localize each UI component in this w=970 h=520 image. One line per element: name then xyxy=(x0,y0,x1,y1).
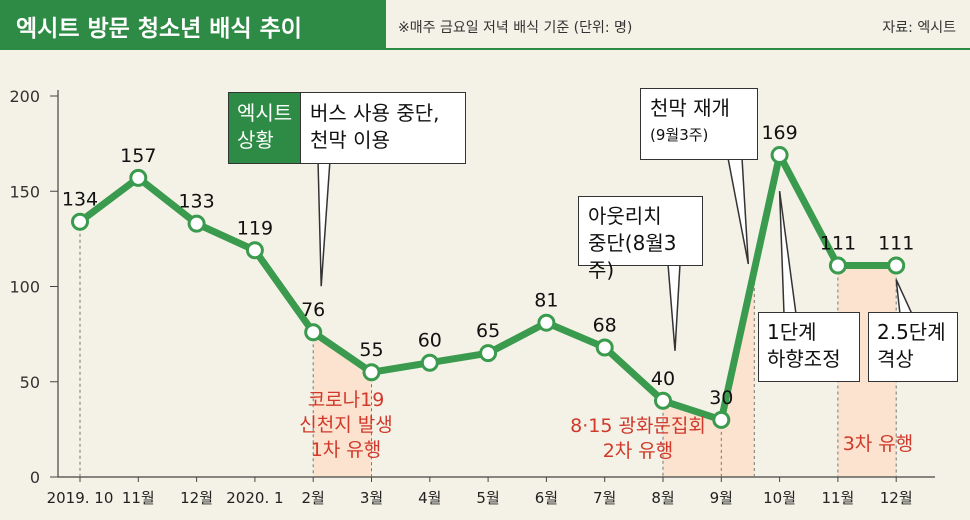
data-label-9: 81 xyxy=(534,290,558,312)
pointer-bus-stop xyxy=(317,159,331,287)
y-tick-label: 200 xyxy=(9,87,40,106)
data-label-11: 40 xyxy=(651,368,675,390)
x-tick-label: 11월 xyxy=(821,489,854,507)
data-label-2: 157 xyxy=(120,145,156,167)
x-tick-label: 8월 xyxy=(651,489,674,507)
pointer-level-1 xyxy=(778,190,797,315)
bus-stop-line-1: 버스 사용 중단, xyxy=(310,101,440,125)
event-wave-2-line-2: 2차 유행 xyxy=(602,440,674,462)
x-tick-label: 2월 xyxy=(302,489,325,507)
y-tick-label: 0 xyxy=(30,468,40,487)
source-note: 자료: 엑시트 xyxy=(882,20,956,36)
data-label-5: 76 xyxy=(301,299,325,321)
situation-tag-line-1: 엑시트 xyxy=(237,101,293,125)
data-label-8: 65 xyxy=(476,320,500,342)
level-1-line-1: 1단계 xyxy=(767,320,817,344)
data-label-1: 134 xyxy=(62,189,98,211)
shaded-period-wave-1 xyxy=(313,332,372,477)
chart-title: 엑시트 방문 청소년 배식 추이 xyxy=(16,16,302,42)
data-point-13 xyxy=(770,146,789,165)
event-wave-1-line-3: 1차 유행 xyxy=(310,439,382,461)
y-tick-label: 150 xyxy=(9,182,40,201)
tent-resume-line-2: (9월3주) xyxy=(650,126,709,144)
x-tick-label: 5월 xyxy=(476,489,499,507)
data-point-7 xyxy=(420,353,439,372)
x-tick-label: 12월 xyxy=(180,489,213,507)
annotation-level-2-5: 2.5단계 격상 xyxy=(868,312,958,382)
situation-tag-line-2: 상황 xyxy=(237,128,274,152)
chart-subtitle: ※매주 금요일 저녁 배식 기준 (단위: 명) xyxy=(398,20,633,36)
tent-pause-line-2: 중단(8월3주) xyxy=(588,231,677,282)
pointer-tent-resume xyxy=(727,157,750,265)
data-label-10: 68 xyxy=(593,314,617,336)
title-bar: 엑시트 방문 청소년 배식 추이 xyxy=(0,0,386,48)
level-2-5-line-2: 격상 xyxy=(877,347,914,371)
situation-tag: 엑시트 상황 xyxy=(229,93,301,163)
x-tick-label: 2020. 1 xyxy=(226,489,283,507)
annotation-bus-stop: 엑시트 상황 버스 사용 중단, 천막 이용 xyxy=(228,92,466,164)
x-tick-label: 11월 xyxy=(122,489,155,507)
data-point-8 xyxy=(479,344,498,363)
tent-pause-line-1: 아웃리치 xyxy=(588,204,662,228)
tent-resume-line-1: 천막 재개 xyxy=(650,96,730,120)
annotation-tent-pause: 아웃리치 중단(8월3주) xyxy=(578,196,703,282)
x-tick-label: 7월 xyxy=(593,489,616,507)
event-wave-3-line-1: 3차 유행 xyxy=(842,433,914,455)
y-tick-label: 50 xyxy=(20,373,40,392)
data-label-6: 55 xyxy=(359,339,383,361)
data-label-14: 111 xyxy=(820,233,856,255)
data-label-13: 169 xyxy=(761,122,797,144)
data-label-7: 60 xyxy=(418,330,442,352)
shaded-period-wave-2 xyxy=(663,400,722,477)
annotation-tent-resume: 천막 재개 (9월3주) xyxy=(640,88,758,160)
x-tick-label: 10월 xyxy=(763,489,796,507)
data-label-3: 133 xyxy=(178,191,214,213)
level-2-5-line-1: 2.5단계 xyxy=(877,320,946,344)
data-point-2 xyxy=(129,168,148,187)
data-label-12: 30 xyxy=(709,387,733,409)
annotation-level-1: 1단계 하향조정 xyxy=(758,312,860,382)
event-wave-2-line-1: 8·15 광화문집회 xyxy=(570,415,706,437)
x-tick-label: 3월 xyxy=(360,489,383,507)
data-point-6 xyxy=(362,363,381,382)
x-tick-label: 2019. 10 xyxy=(47,489,114,507)
event-wave-1-line-1: 코로나19 xyxy=(307,389,385,411)
level-1-line-2: 하향조정 xyxy=(767,347,841,371)
pointer-level-2-5 xyxy=(895,279,914,315)
data-point-14 xyxy=(828,256,847,275)
event-wave-2: 8·15 광화문집회 2차 유행 xyxy=(548,414,728,464)
x-tick-label: 12월 xyxy=(880,489,913,507)
x-tick-label: 9월 xyxy=(710,489,733,507)
event-wave-1: 코로나19 신천지 발생 1차 유행 xyxy=(262,388,430,463)
bus-stop-line-2: 천막 이용 xyxy=(310,128,390,152)
data-point-15 xyxy=(887,256,906,275)
drop-lines xyxy=(79,221,897,477)
data-point-1 xyxy=(71,212,89,231)
x-tick-label: 6월 xyxy=(535,489,558,507)
data-point-3 xyxy=(187,214,206,233)
data-point-12 xyxy=(712,410,731,429)
data-point-4 xyxy=(245,241,264,260)
data-point-10 xyxy=(595,338,614,357)
data-points xyxy=(71,146,906,429)
data-label-4: 119 xyxy=(237,217,273,239)
bus-stop-text: 버스 사용 중단, 천막 이용 xyxy=(301,93,439,163)
data-point-11 xyxy=(654,391,672,410)
event-wave-3: 3차 유행 xyxy=(818,432,938,457)
event-wave-1-line-2: 신천지 발생 xyxy=(299,414,393,436)
header-divider xyxy=(0,48,970,50)
y-tick-label: 100 xyxy=(9,278,40,297)
x-tick-label: 4월 xyxy=(418,489,441,507)
x-axis-ticks: 2019. 10 11월 12월 2020. 1 2월 3월 4월 5월 6월 7월 8월 9월 10월… xyxy=(47,477,913,507)
y-axis: 0 50 100 150 200 xyxy=(9,87,935,487)
data-point-5 xyxy=(304,323,323,342)
data-point-9 xyxy=(537,313,556,332)
data-label-15: 111 xyxy=(878,233,914,255)
data-labels: 134 157 133 119 76 55 60 65 81 68 40 30 169 111 111 xyxy=(62,122,914,409)
